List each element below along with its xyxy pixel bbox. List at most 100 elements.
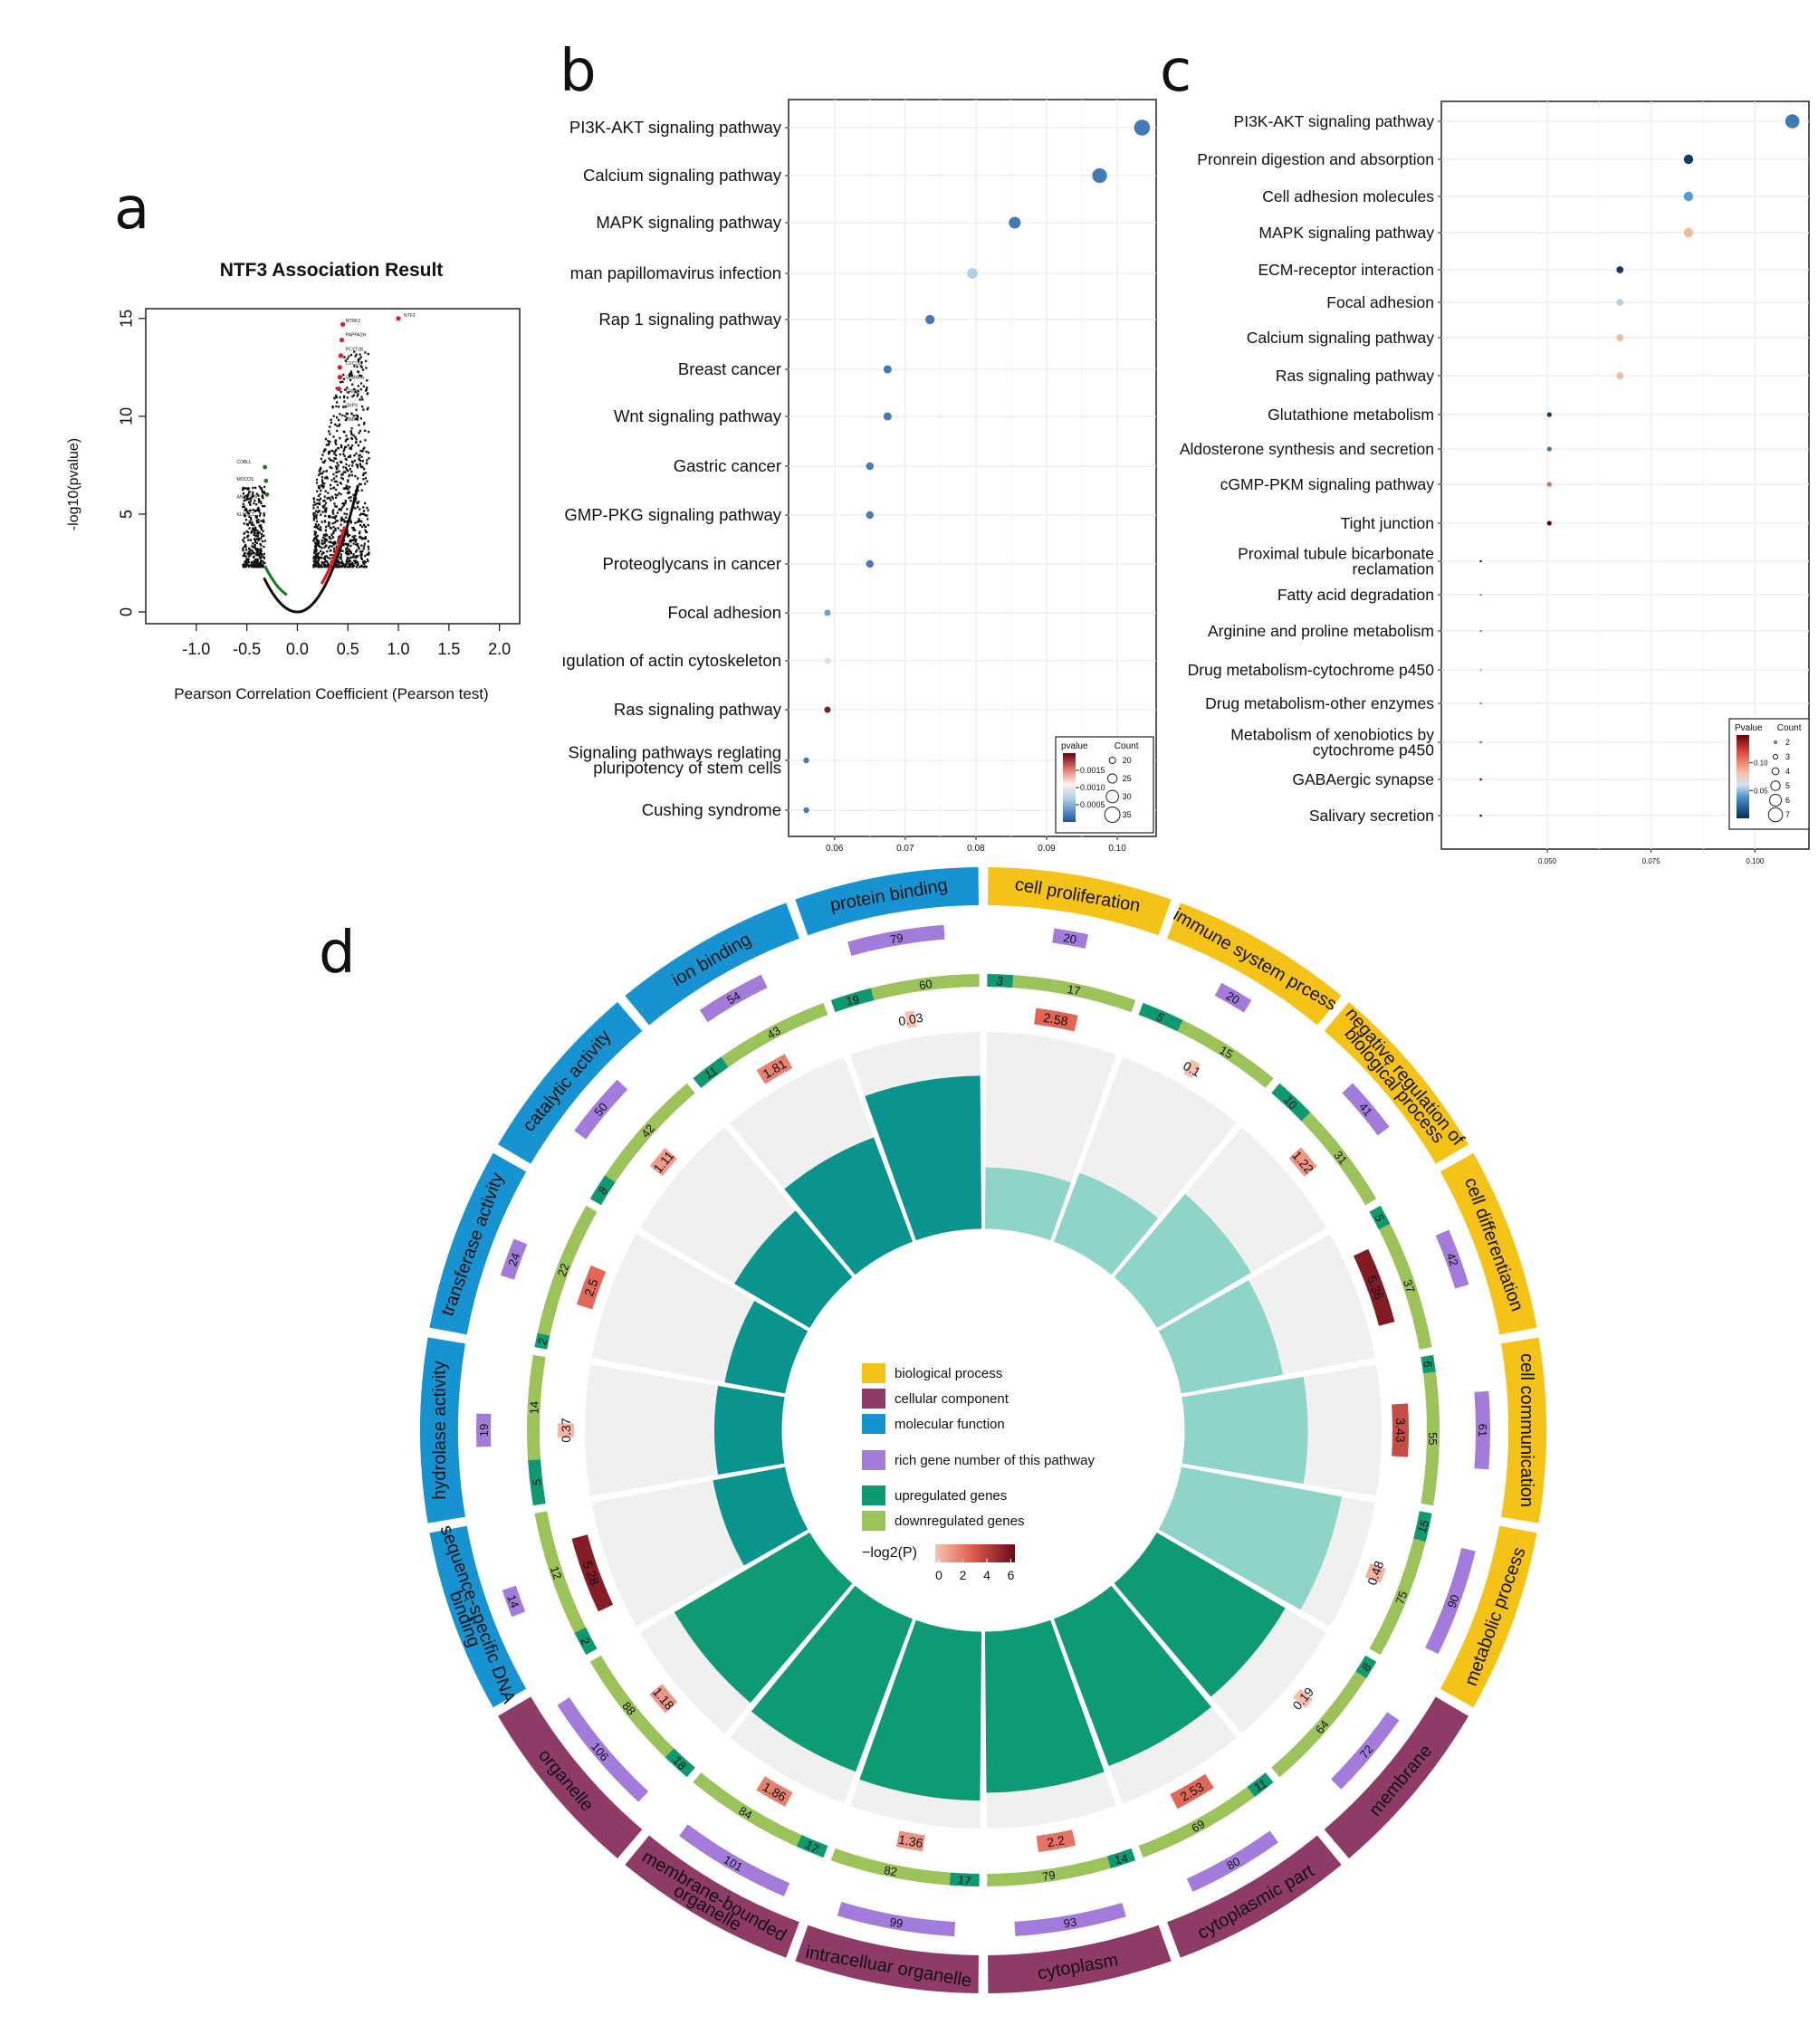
term-category-arc — [420, 1337, 465, 1523]
legend-size-circle — [1104, 807, 1121, 823]
dotplot-category-label: GMP-PKG signaling pathway — [564, 505, 781, 524]
term-name-label: hydrolase activity — [430, 1361, 450, 1499]
dotplot-category-label: Cushing syndrome — [642, 800, 781, 819]
inner-ratio-bar — [1112, 1194, 1251, 1330]
dotplot-category-label: PI3K-AKT signaling pathway — [569, 118, 782, 137]
upregulated-arc — [830, 988, 875, 1013]
dotplot-point — [866, 559, 874, 568]
rich-gene-bar — [1474, 1390, 1490, 1470]
downregulated-count: 17 — [1067, 982, 1082, 998]
legend-colorbar-tick-label: 0.05 — [1754, 787, 1768, 795]
log-p-bar — [1034, 1008, 1078, 1032]
dotplot-category-label: man papillomavirus infection — [570, 263, 781, 282]
downregulated-count: 82 — [883, 1863, 898, 1878]
log-p-value: 2.2 — [1046, 1832, 1066, 1849]
upregulated-arc — [693, 1056, 729, 1088]
dotplot-category-label: ECM-receptor interaction — [1258, 261, 1434, 279]
term-name-label: negative regulation ofbiological process — [1331, 1004, 1469, 1159]
log-p-bar — [649, 1684, 678, 1714]
dotplot-category-label: Drug metabolism-cytochrome p450 — [1188, 661, 1435, 679]
legend-swatch — [862, 1414, 885, 1434]
dotplot-point — [1092, 167, 1107, 184]
dotplot-point — [1546, 482, 1552, 487]
downregulated-count: 43 — [765, 1024, 783, 1042]
log-p-value: 2.5 — [581, 1276, 601, 1298]
volcano-ytick-label: 10 — [118, 407, 136, 425]
dotplot-category-label: Signaling pathways reglating pluripotency… — [568, 743, 781, 778]
legend-size-label: 2 — [1785, 738, 1790, 747]
term-category-arc — [429, 1152, 527, 1335]
dotplot-point — [803, 807, 809, 814]
dotplot-xtick-label: 0.06 — [826, 844, 844, 854]
downregulated-arc — [1421, 1371, 1440, 1506]
colorbar-tick-label: 4 — [983, 1568, 990, 1582]
dotplot-point — [1479, 668, 1482, 672]
legend-colorbar-tick-label: 0.10 — [1754, 759, 1768, 768]
legend-size-label: 4 — [1785, 767, 1790, 776]
colorbar — [935, 1544, 1015, 1562]
volcano-highlight-point — [396, 316, 401, 321]
log-p-value: 0.37 — [559, 1418, 573, 1442]
volcano-gene-label: KLHDC1 — [236, 512, 254, 518]
legend-size-label: 20 — [1123, 756, 1132, 765]
dotplot-point — [1479, 740, 1482, 744]
dotplot-category-label: cGMP-PKM signaling pathway — [1220, 475, 1435, 493]
dotplot-point — [824, 706, 831, 713]
inner-ratio-bar — [984, 1618, 1105, 1793]
downregulated-arc — [987, 1856, 1111, 1886]
dotplot-point — [1616, 334, 1624, 341]
volcano-axes: -1.0 -0.5 0.0 0.5 1.0 1.5 2.0 0 5 10 15 — [118, 310, 511, 658]
rich-gene-count: 80 — [1224, 1854, 1242, 1872]
legend-size-title: Count — [1115, 741, 1139, 751]
legend-size-label: 7 — [1785, 810, 1790, 819]
volcano-gene-label: SRPX — [346, 404, 359, 409]
log-p-value: 0.19 — [1289, 1685, 1316, 1713]
legend-size-circle — [1771, 767, 1780, 776]
rich-gene-count: 42 — [1444, 1251, 1461, 1268]
panel-label-b: b — [560, 38, 597, 105]
upregulated-arc — [574, 1627, 598, 1656]
rich-gene-bar — [1014, 1902, 1126, 1936]
sector-divider — [845, 1055, 917, 1244]
volcano-xtick-label: 0.0 — [286, 640, 309, 658]
inner-ratio-bar — [713, 1385, 788, 1476]
panel-b-content: 0.06 0.07 0.08 0.09 0.10 PI3K-AKT signaling p… — [561, 100, 1156, 854]
downregulated-count: 79 — [1041, 1868, 1057, 1884]
log-p-bar — [1392, 1403, 1409, 1457]
downregulated-arc — [1012, 975, 1136, 1013]
rich-gene-count: 90 — [1445, 1593, 1462, 1610]
sector-divider — [1109, 1123, 1241, 1279]
volcano-xtick-label: -1.0 — [182, 640, 210, 658]
dotplot-category-label: Fatty acid degradation — [1277, 586, 1434, 604]
rich-gene-bar — [1052, 928, 1089, 949]
log-p-bar — [558, 1423, 575, 1437]
downregulated-count: 15 — [1217, 1043, 1235, 1061]
upregulated-count: 14 — [1114, 1851, 1129, 1867]
downregulated-count: 22 — [555, 1261, 572, 1278]
sector-divider — [1179, 1359, 1376, 1398]
upregulated-arc — [949, 1872, 980, 1886]
volcano-xlabel: Pearson Correlation Coefficient (Pearson… — [174, 685, 488, 702]
upregulated-arc — [1247, 1772, 1274, 1798]
dotplot-point — [1479, 702, 1482, 705]
dotplot-point — [1683, 154, 1694, 165]
legend-colorbar-tick-label: 0.0010 — [1080, 783, 1105, 792]
rich-gene-count: 61 — [1476, 1424, 1489, 1437]
rich-gene-bar — [699, 974, 768, 1023]
panel-b-dotplot: b 0.06 0.07 0.08 0.09 0.10 PI3K-AKT signaling… — [560, 38, 1157, 854]
legend-size-circle — [1106, 773, 1118, 784]
legend-size-circle — [1774, 740, 1777, 744]
legend-color-title: Pvalue — [1735, 723, 1763, 733]
term-name-label: cell communication — [1517, 1353, 1536, 1507]
volcano-positive-point — [339, 337, 345, 343]
dotplot-category-label: Gastric cancer — [674, 456, 781, 475]
sector-divider — [725, 1581, 857, 1737]
downregulated-count: 12 — [548, 1564, 565, 1581]
legend-colorbar-tick-label: 0.0015 — [1080, 766, 1105, 775]
downregulated-arc — [1177, 1019, 1274, 1088]
volcano-ytick-label: 0 — [118, 607, 136, 616]
dotplot-point — [1785, 114, 1800, 129]
upregulated-arc — [1355, 1655, 1377, 1678]
dotplot-point — [866, 462, 874, 471]
legend-size-circle — [1770, 780, 1781, 791]
